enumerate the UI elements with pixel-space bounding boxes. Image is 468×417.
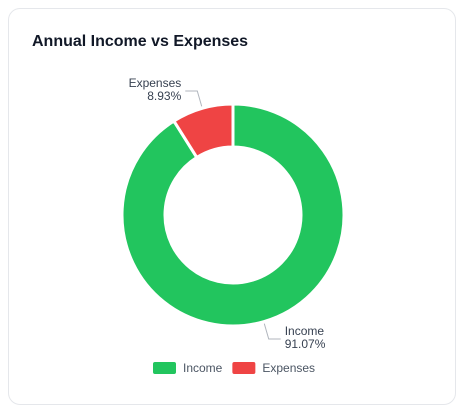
- slice-value-label: 91.07%: [285, 337, 326, 351]
- chart-card: [8, 8, 456, 405]
- legend-label[interactable]: Expenses: [262, 361, 315, 375]
- slice-label: Income: [285, 324, 325, 338]
- donut-slice: [172, 102, 235, 159]
- leader-line: [185, 90, 203, 107]
- legend-swatch[interactable]: [232, 362, 256, 374]
- legend-label[interactable]: Income: [183, 361, 223, 375]
- leader-line: [263, 323, 281, 340]
- donut-slice: [120, 102, 346, 328]
- slice-value-label: 8.93%: [147, 89, 181, 103]
- legend-swatch[interactable]: [153, 362, 176, 374]
- slice-label: Expenses: [129, 76, 182, 90]
- chart-title: Annual Income vs Expenses: [32, 33, 248, 50]
